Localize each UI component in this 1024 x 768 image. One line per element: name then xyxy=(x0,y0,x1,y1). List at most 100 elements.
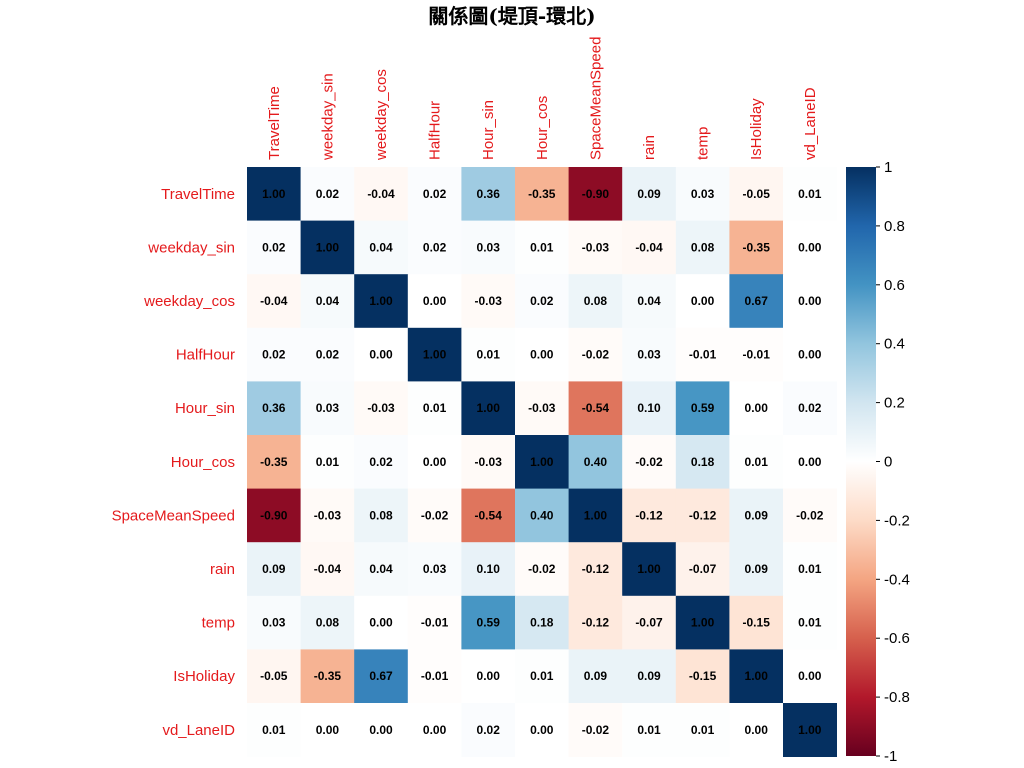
heatmap-cell xyxy=(515,435,569,489)
cell-value-label: -0.35 xyxy=(260,455,288,469)
cell-value-label: -0.05 xyxy=(743,187,771,201)
heatmap-cell xyxy=(515,703,569,757)
heatmap-cell xyxy=(354,327,409,382)
colorbar-ticks: 1 0.8 0.6 0.4 0.2 0 -0.2 -0.4 -0.6 -0.8 -1 xyxy=(876,159,910,765)
cell-value-label: 0.00 xyxy=(798,240,822,254)
colorbar-tick-label: -0.8 xyxy=(884,689,910,706)
heatmap-cell xyxy=(568,703,623,757)
row-label: HalfHour xyxy=(176,347,235,364)
cell-value-label: 0.00 xyxy=(798,294,822,308)
cell-value-label: -0.03 xyxy=(528,401,556,415)
cell-value-label: 0.02 xyxy=(477,723,501,737)
cell-value-label: 0.00 xyxy=(369,348,393,362)
heatmap-cell xyxy=(407,595,462,650)
cell-value-label: 0.01 xyxy=(798,616,822,630)
cell-value-label: 0.01 xyxy=(691,723,715,737)
heatmap-cell xyxy=(783,327,837,382)
heatmap-cell xyxy=(461,167,516,221)
cell-value-label: 0.01 xyxy=(530,669,554,683)
heatmap-cell xyxy=(300,167,355,221)
heatmap-cell xyxy=(622,274,677,329)
colorbar-tick-label: -1 xyxy=(884,748,897,765)
heatmap-cell xyxy=(461,220,516,275)
cell-value-label: 0.09 xyxy=(637,187,661,201)
heatmap-cell xyxy=(568,435,623,489)
cell-value-label: 0.03 xyxy=(637,348,661,362)
heatmap-cell xyxy=(247,703,301,757)
cell-value-label: 1.00 xyxy=(745,669,769,683)
column-label: IsHoliday xyxy=(748,98,765,160)
heatmap-cell xyxy=(354,488,409,543)
cell-value-label: -0.15 xyxy=(743,616,771,630)
cell-value-label: 1.00 xyxy=(691,616,715,630)
heatmap-cell xyxy=(729,488,784,543)
cell-value-label: -0.03 xyxy=(314,508,342,522)
cell-value-label: -0.07 xyxy=(689,562,717,576)
heatmap-cell xyxy=(675,542,730,597)
heatmap-cell xyxy=(407,327,462,382)
row-label: Hour_cos xyxy=(171,454,235,471)
heatmap-cell xyxy=(622,435,677,489)
heatmap-cell xyxy=(675,649,730,704)
cell-value-label: 0.04 xyxy=(316,294,340,308)
cell-value-label: 0.01 xyxy=(637,723,661,737)
heatmap-cell xyxy=(622,488,677,543)
cell-value-label: -0.03 xyxy=(475,294,503,308)
heatmap-cell xyxy=(300,381,355,436)
cell-value-label: -0.90 xyxy=(582,187,610,201)
heatmap-cell xyxy=(729,703,784,757)
cell-value-label: -0.01 xyxy=(421,669,449,683)
cell-value-label: 0.00 xyxy=(423,294,447,308)
heatmap-cell xyxy=(461,274,516,329)
heatmap-cell xyxy=(247,167,301,221)
heatmap-cell xyxy=(568,488,623,543)
cell-value-label: -0.04 xyxy=(635,240,663,254)
heatmap-cells xyxy=(247,167,837,757)
colorbar xyxy=(846,167,876,756)
row-label: IsHoliday xyxy=(173,668,235,685)
heatmap-cell xyxy=(515,488,569,543)
heatmap-cell xyxy=(354,381,409,436)
heatmap-cell xyxy=(783,649,837,704)
cell-value-label: 0.59 xyxy=(691,401,715,415)
column-label: weekday_cos xyxy=(373,69,390,161)
heatmap-cell xyxy=(729,381,784,436)
cell-value-label: -0.02 xyxy=(796,508,824,522)
heatmap-cell xyxy=(247,327,301,382)
row-label: Hour_sin xyxy=(175,400,235,417)
heatmap-cell xyxy=(247,595,301,650)
colorbar-tick-label: -0.2 xyxy=(884,512,910,529)
cell-value-label: 0.00 xyxy=(369,723,393,737)
row-labels: TravelTime weekday_sin weekday_cos HalfHour… xyxy=(112,186,236,739)
heatmap-cell xyxy=(300,327,355,382)
heatmap-cell xyxy=(407,703,462,757)
heatmap-cell xyxy=(247,381,301,436)
heatmap-cell xyxy=(568,595,623,650)
heatmap-cell xyxy=(622,595,677,650)
cell-value-label: 0.04 xyxy=(369,240,393,254)
cell-value-label: -0.02 xyxy=(582,723,610,737)
heatmap-cell xyxy=(247,220,301,275)
heatmap-cell xyxy=(622,703,677,757)
heatmap-cell xyxy=(675,381,730,436)
colorbar-tick-label: -0.6 xyxy=(884,630,910,647)
heatmap-cell xyxy=(247,542,301,597)
cell-value-label: 0.04 xyxy=(637,294,661,308)
cell-value-label: -0.35 xyxy=(528,187,556,201)
heatmap-cell xyxy=(461,435,516,489)
cell-value-label: 0.08 xyxy=(691,240,715,254)
cell-value-label: 0.10 xyxy=(637,401,661,415)
cell-value-label: -0.02 xyxy=(635,455,663,469)
column-label: vd_LaneID xyxy=(802,87,819,160)
heatmap-cell xyxy=(675,435,730,489)
heatmap-cell xyxy=(407,649,462,704)
heatmap-cell xyxy=(622,381,677,436)
heatmap-cell xyxy=(407,381,462,436)
column-label: HalfHour xyxy=(427,101,444,160)
heatmap-cell xyxy=(515,649,569,704)
column-labels: TravelTime weekday_sin weekday_cos HalfHour… xyxy=(266,37,819,161)
cell-value-label: 0.59 xyxy=(477,616,501,630)
heatmap-cell xyxy=(783,167,837,221)
cell-value-label: 1.00 xyxy=(477,401,501,415)
heatmap-cell xyxy=(407,488,462,543)
